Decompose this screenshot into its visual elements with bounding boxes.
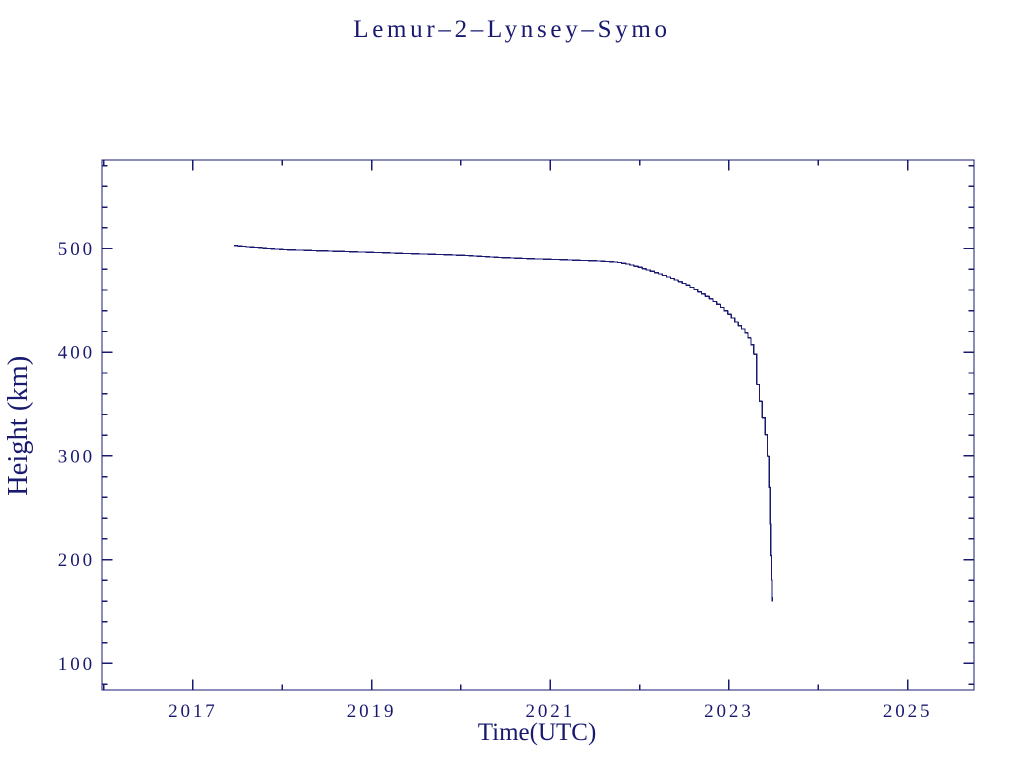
svg-text:Height (km): Height (km) — [3, 356, 34, 496]
svg-text:2023: 2023 — [704, 701, 754, 722]
svg-text:2025: 2025 — [883, 701, 933, 722]
svg-text:500: 500 — [58, 239, 95, 260]
svg-text:Lemur–2–Lynsey–Symo: Lemur–2–Lynsey–Symo — [353, 16, 671, 43]
svg-text:2017: 2017 — [168, 701, 218, 722]
svg-text:Time(UTC): Time(UTC) — [478, 719, 597, 746]
svg-text:100: 100 — [58, 654, 95, 675]
svg-text:300: 300 — [58, 446, 95, 467]
svg-text:200: 200 — [58, 550, 95, 571]
svg-text:2019: 2019 — [347, 701, 397, 722]
svg-text:400: 400 — [58, 343, 95, 364]
